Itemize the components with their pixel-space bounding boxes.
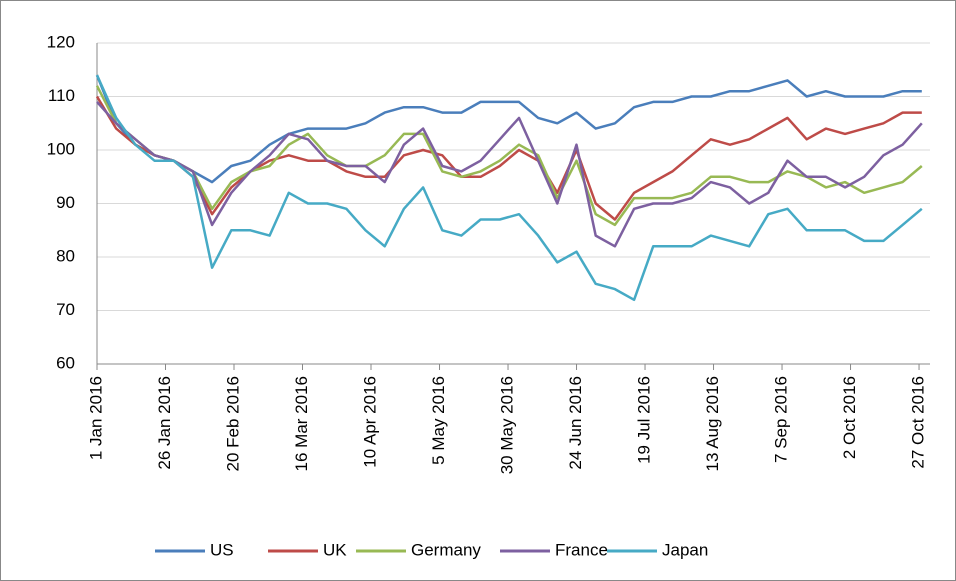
legend-label: US: [210, 540, 234, 559]
y-tick-label: 120: [47, 32, 75, 51]
legend-label: Japan: [662, 540, 708, 559]
y-tick-label: 60: [56, 353, 75, 372]
series-line: [95, 95, 922, 221]
series-line: [95, 85, 923, 227]
series-line: [95, 74, 922, 184]
x-tick-label: 30 May 2016: [498, 376, 517, 474]
x-tick-label: 13 Aug 2016: [703, 376, 722, 471]
y-tick-label: 110: [48, 86, 75, 105]
x-tick-label: 24 Jun 2016: [566, 376, 585, 470]
legend-label: France: [555, 540, 608, 559]
x-tick-label: 20 Feb 2016: [223, 376, 242, 471]
series-line: [96, 101, 923, 248]
x-tick-label: 1 Jan 2016: [86, 376, 105, 460]
y-tick-label: 70: [56, 300, 75, 319]
x-tick-label: 5 May 2016: [429, 376, 448, 465]
y-tick-label: 80: [56, 246, 75, 265]
x-tick-label: 27 Oct 2016: [909, 376, 928, 469]
x-tick-label: 16 Mar 2016: [292, 376, 311, 471]
x-tick-label: 2 Oct 2016: [840, 376, 859, 459]
x-tick-label: 26 Jan 2016: [155, 376, 174, 470]
series-line: [95, 74, 923, 302]
x-tick-label: 10 Apr 2016: [360, 376, 379, 468]
x-tick-label: 7 Sep 2016: [772, 376, 791, 463]
y-tick-label: 100: [47, 139, 75, 158]
legend-label: UK: [323, 540, 347, 559]
y-tick-label: 90: [56, 193, 75, 212]
x-tick-label: 19 Jul 2016: [635, 376, 654, 464]
legend-label: Germany: [411, 540, 481, 559]
